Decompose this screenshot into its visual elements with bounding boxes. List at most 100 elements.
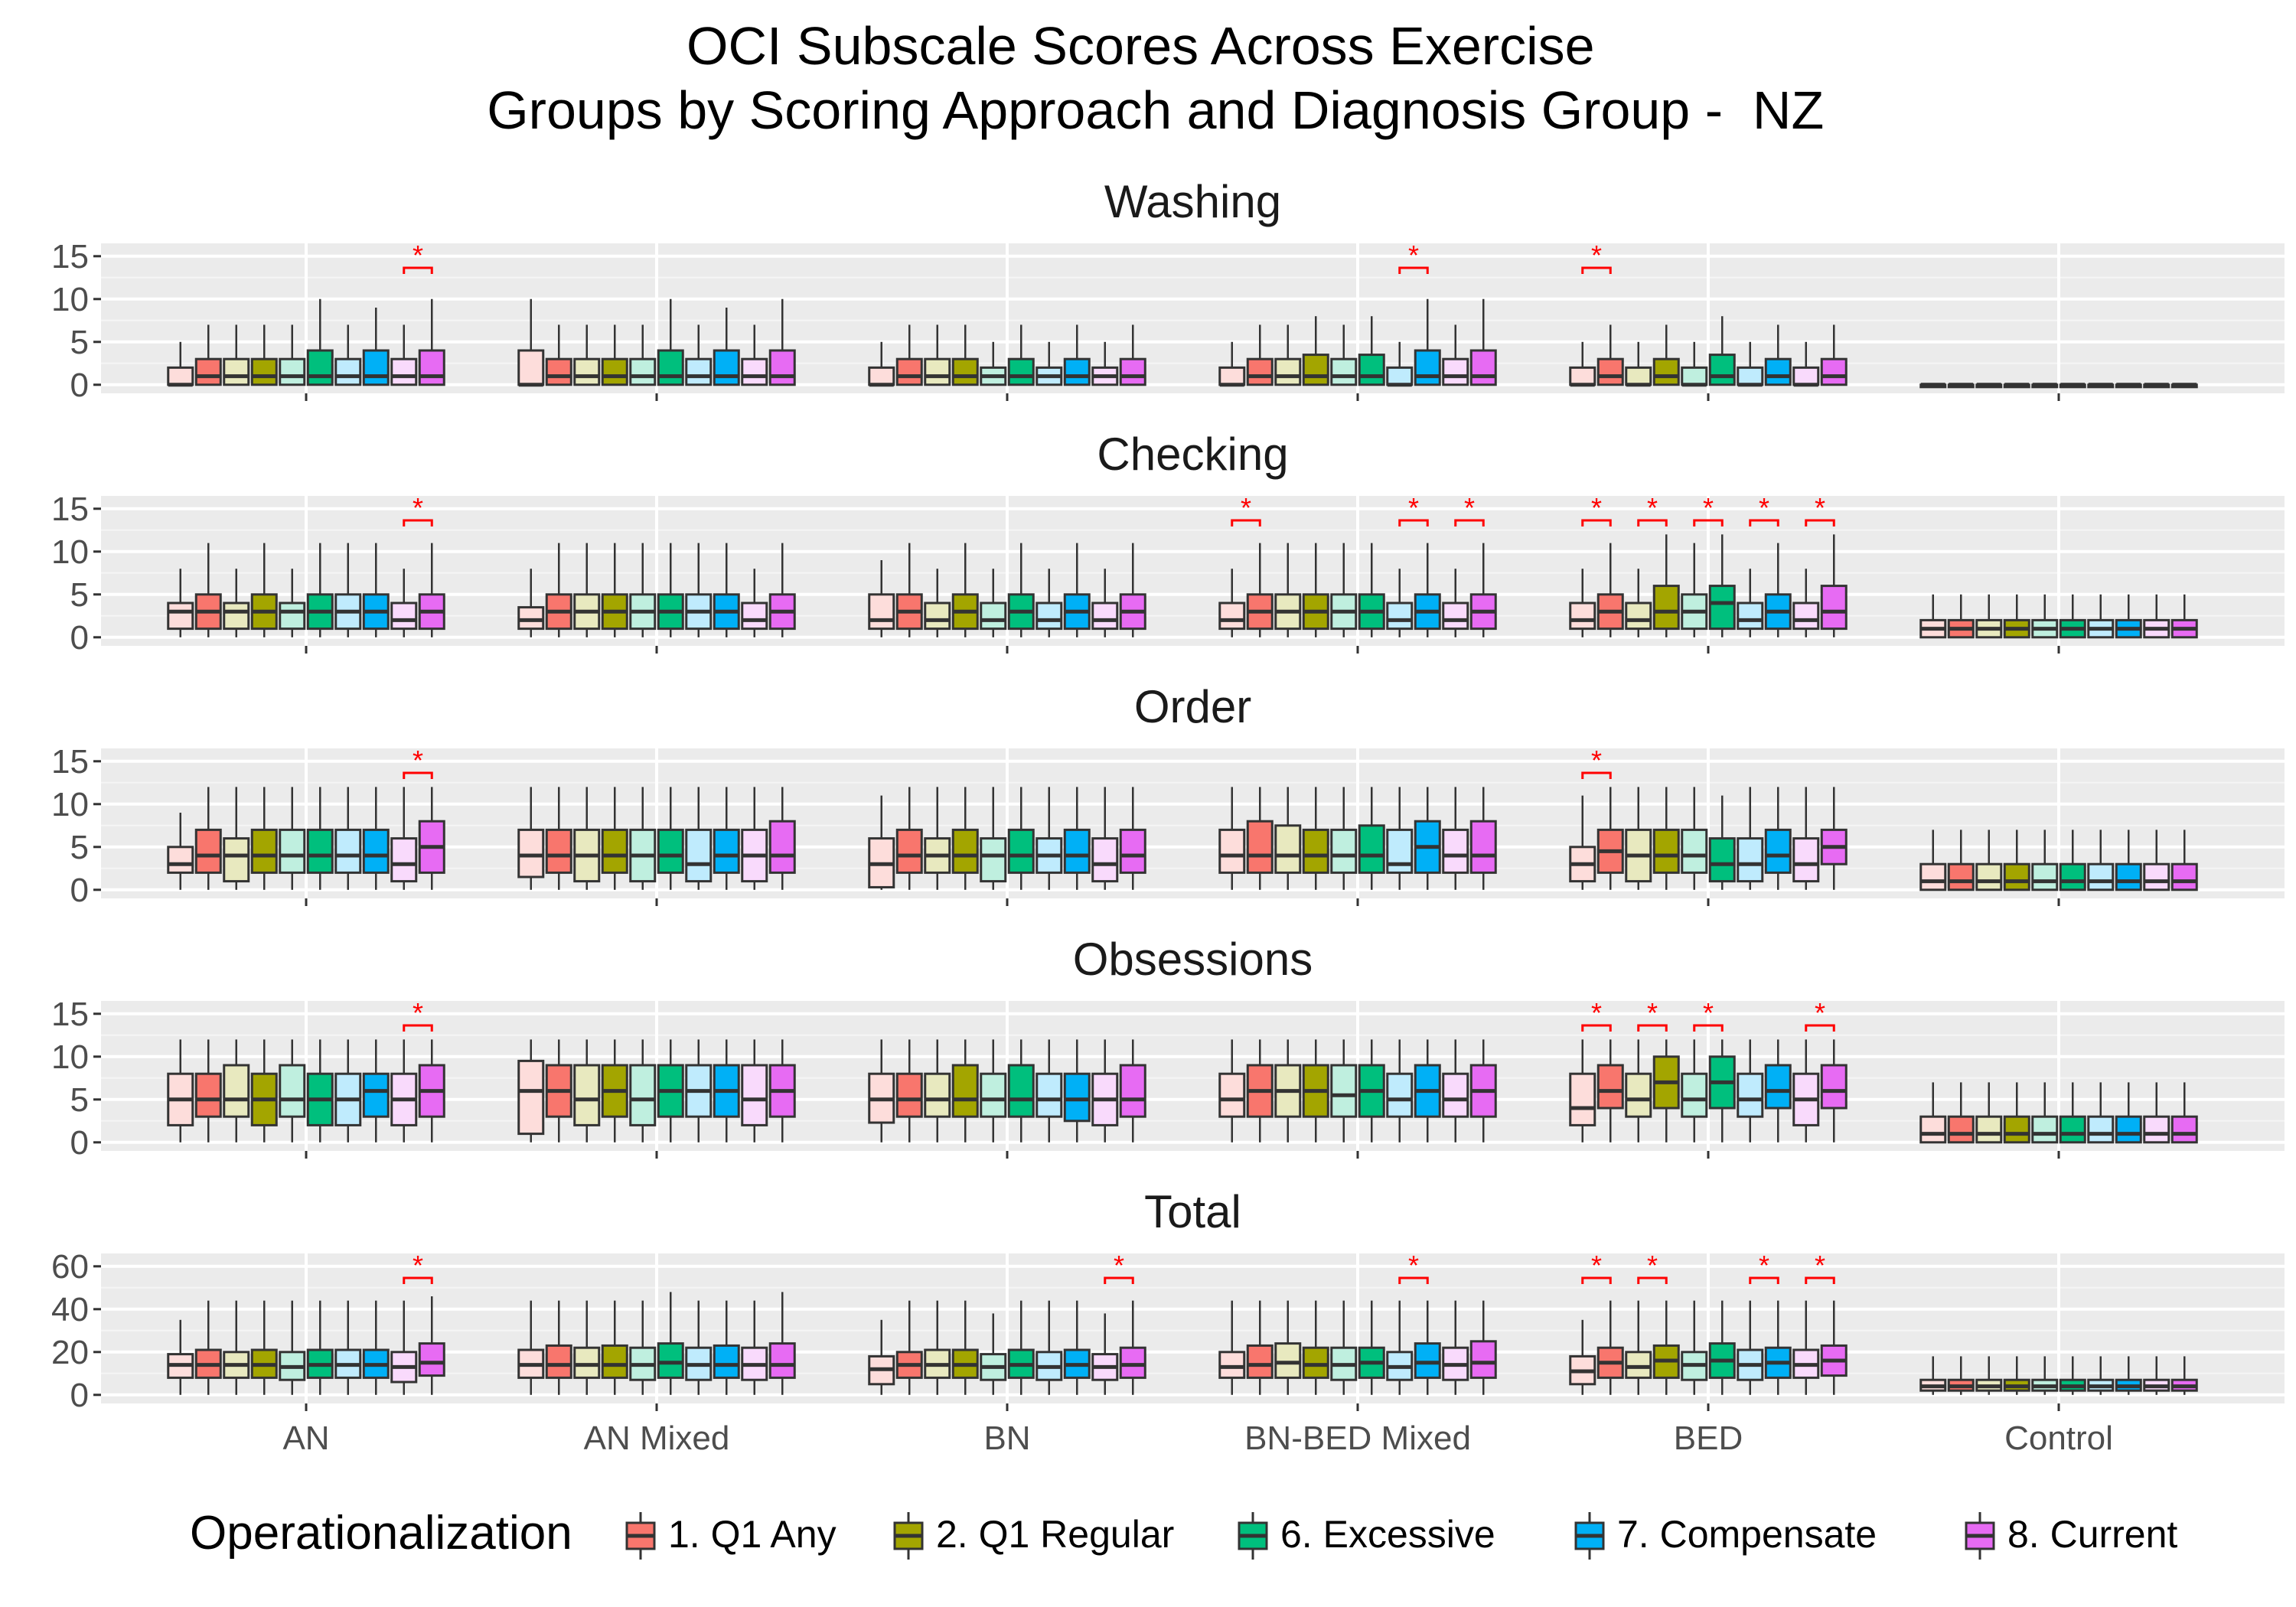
box-body	[951, 828, 979, 874]
box-7-compensate-no	[685, 324, 713, 386]
box-6-excessive-yes	[1007, 324, 1035, 386]
box-6-excessive-yes	[1708, 1039, 1736, 1143]
box-1-q1-any-no	[868, 341, 895, 387]
y-tick-label: 5	[70, 576, 89, 614]
box-body	[573, 1346, 601, 1379]
box-7-compensate-no	[1035, 341, 1063, 386]
box-2-q1-regular-no	[924, 569, 951, 637]
box-6-excessive-no	[1681, 1300, 1708, 1395]
box-body	[1119, 828, 1146, 874]
box-1-q1-any-yes	[1947, 1082, 1975, 1144]
box-8-current-no	[1792, 341, 1820, 387]
significance-star: *	[1241, 492, 1251, 523]
box-7-compensate-yes	[362, 543, 390, 637]
box-8-current-no	[2143, 1082, 2170, 1144]
legend-title: Operationalization	[190, 1507, 572, 1560]
y-tick-label: 0	[70, 1377, 89, 1414]
box-body	[1274, 357, 1302, 386]
box-body	[2115, 1115, 2142, 1144]
box-7-compensate-no	[685, 1300, 713, 1395]
significance-star: *	[413, 1250, 423, 1281]
box-1-q1-any-yes	[1947, 383, 1975, 389]
box-8-current-no	[741, 1300, 768, 1395]
box-body	[223, 357, 250, 386]
significance-star: *	[1647, 997, 1658, 1028]
box-6-excessive-no	[1681, 341, 1708, 387]
box-1-q1-any-yes	[895, 324, 923, 386]
x-tick-label: BED	[1674, 1420, 1743, 1457]
box-body	[194, 357, 222, 386]
box-2-q1-regular-yes	[1302, 316, 1329, 386]
box-body	[1708, 837, 1736, 883]
box-8-current-yes	[418, 543, 445, 637]
box-body	[1007, 828, 1035, 874]
box-8-current-no	[741, 1039, 768, 1143]
box-8-current-no	[390, 1039, 418, 1143]
box-body	[1246, 357, 1274, 386]
significance-star: *	[413, 997, 423, 1028]
box-2-q1-regular-yes	[951, 1300, 979, 1395]
box-8-current-no	[2143, 1356, 2170, 1395]
box-8-current-yes	[1820, 534, 1848, 637]
box-2-q1-regular-no	[223, 1039, 250, 1143]
box-body	[1820, 357, 1848, 386]
box-body	[1681, 828, 1708, 874]
box-body	[951, 1064, 979, 1118]
box-1-q1-any-yes	[1246, 324, 1274, 386]
box-body	[1218, 366, 1246, 386]
box-7-compensate-no	[2087, 830, 2115, 892]
box-2-q1-regular-no	[1975, 830, 2003, 892]
significance-star: *	[1114, 1250, 1124, 1281]
box-body	[895, 1072, 923, 1118]
box-1-q1-any-yes	[1947, 1356, 1975, 1395]
box-1-q1-any-yes	[1246, 787, 1274, 890]
box-2-q1-regular-no	[1274, 787, 1302, 890]
box-7-compensate-no	[2087, 1356, 2115, 1395]
box-body	[1737, 601, 1764, 631]
panel-background	[101, 243, 2285, 393]
box-6-excessive-no	[2031, 1356, 2059, 1395]
box-8-current-yes	[1820, 1039, 1848, 1143]
box-8-current-yes	[768, 787, 796, 890]
box-body	[629, 1064, 657, 1126]
significance-bracket	[1637, 1024, 1668, 1032]
box-body	[951, 357, 979, 386]
box-7-compensate-yes	[2115, 830, 2142, 892]
box-7-compensate-yes	[1414, 543, 1441, 637]
box-body	[1975, 1115, 2003, 1144]
box-8-current-yes	[2170, 1356, 2198, 1395]
chart-title-line-2: Groups by Scoring Approach and Diagnosis…	[471, 80, 1825, 140]
legend-label: 1. Q1 Any	[668, 1513, 837, 1556]
y-tick-label: 15	[51, 238, 89, 275]
box-body	[601, 357, 628, 386]
box-8-current-yes	[1119, 324, 1146, 386]
box-2-q1-regular-no	[924, 1039, 951, 1143]
y-tick-label: 0	[70, 1124, 89, 1162]
box-6-excessive-no	[629, 1039, 657, 1143]
box-1-q1-any-yes	[545, 1039, 572, 1143]
box-body	[1569, 601, 1596, 631]
box-8-current-yes	[418, 1296, 445, 1395]
box-body	[768, 820, 796, 874]
box-body	[629, 357, 657, 386]
box-8-current-no	[741, 324, 768, 386]
significance-bracket	[1581, 519, 1612, 526]
box-body	[545, 1344, 572, 1379]
box-body	[1652, 585, 1680, 631]
box-6-excessive-no	[1330, 324, 1358, 386]
box-8-current-yes	[418, 1039, 445, 1143]
box-body	[279, 601, 306, 631]
box-body	[418, 349, 445, 386]
y-tick-label: 10	[51, 1038, 89, 1076]
box-body	[223, 1064, 250, 1118]
box-body	[1625, 366, 1652, 386]
significance-star: *	[413, 745, 423, 776]
box-1-q1-any-no	[1569, 795, 1596, 890]
box-body	[306, 349, 334, 386]
box-7-compensate-no	[1737, 1039, 1764, 1143]
legend-item: 8. Current	[1965, 1512, 2177, 1560]
significance-star: *	[1591, 745, 1602, 776]
box-6-excessive-yes	[657, 787, 684, 890]
box-6-excessive-yes	[1708, 316, 1736, 386]
box-1-q1-any-no	[1569, 569, 1596, 637]
